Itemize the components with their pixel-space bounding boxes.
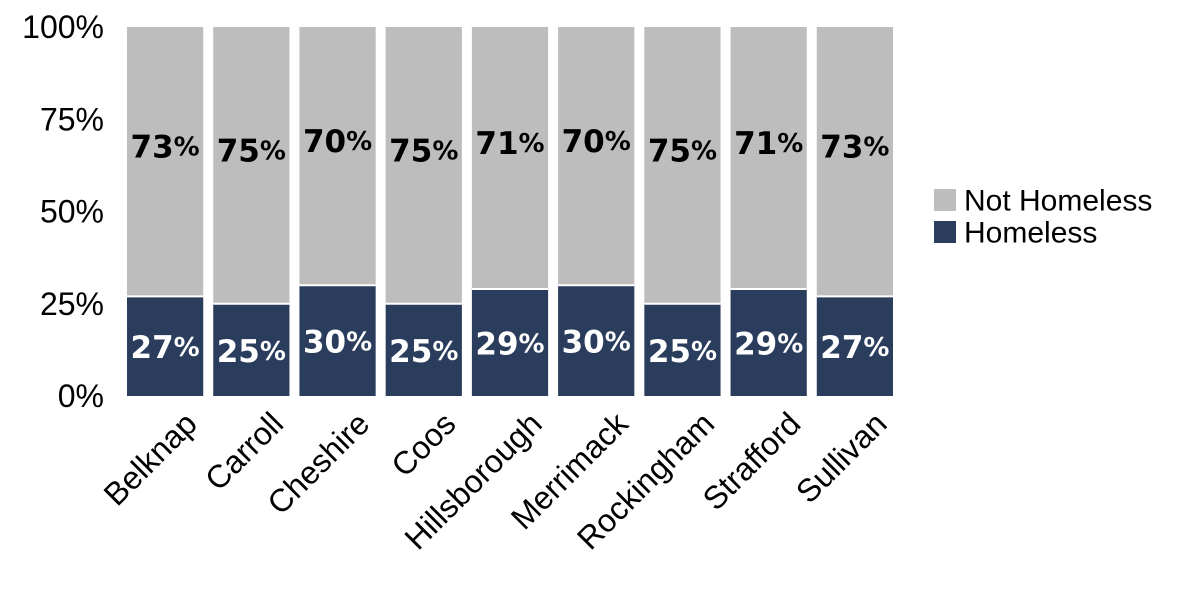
data-label: 71% [475,126,544,162]
data-label: 71% [734,126,803,162]
bar-homeless [558,285,635,396]
bars: 27% 73% 25% 75% 30% 70% 25% 75% 29% 71% 30% 70% 25% 7… [127,27,893,396]
y-axis: 0% 25% 50% 75% 100% [22,9,104,414]
data-label: 25% [389,334,458,370]
y-tick-label: 75% [40,101,104,137]
data-label: 75% [389,133,458,169]
bar-homeless [644,303,721,396]
data-label: 75% [648,133,717,169]
x-tick-label: Sullivan [789,405,894,510]
bar-not-homeless [127,27,204,297]
legend-label: Homeless [964,217,1097,250]
data-label: 73% [820,130,889,166]
legend-swatch [934,221,956,243]
data-label: 27% [820,330,889,366]
y-tick-label: 25% [40,286,104,322]
x-tick-label: Coos [384,405,462,483]
bar-homeless [213,303,290,396]
bar-not-homeless [730,27,807,289]
legend-swatch [934,189,956,211]
data-label: 30% [303,325,372,361]
data-label: 29% [734,326,803,362]
bar-not-homeless [213,27,290,304]
data-label: 75% [217,133,286,169]
bar-not-homeless [816,27,893,297]
bar-not-homeless [385,27,462,304]
data-label: 70% [303,124,372,160]
data-label: 70% [562,124,631,160]
x-tick-label: Belknap [97,405,204,512]
bar-not-homeless [644,27,721,304]
bar-homeless [816,296,893,396]
bar-homeless [730,288,807,396]
data-label: 29% [475,326,544,362]
data-label: 27% [131,330,200,366]
bar-homeless [471,288,549,396]
bar-homeless [299,285,376,396]
bar-not-homeless [299,27,376,286]
data-label: 73% [131,130,200,166]
legend-label: Not Homeless [964,185,1152,218]
bar-not-homeless [558,27,635,286]
bar-not-homeless [471,27,549,289]
bar-homeless [385,303,462,396]
data-label: 25% [217,334,286,370]
y-tick-label: 100% [22,9,104,45]
y-tick-label: 50% [40,194,104,230]
y-tick-label: 0% [58,378,104,414]
data-label: 25% [648,334,717,370]
bar-homeless [127,296,204,396]
data-label: 30% [562,325,631,361]
